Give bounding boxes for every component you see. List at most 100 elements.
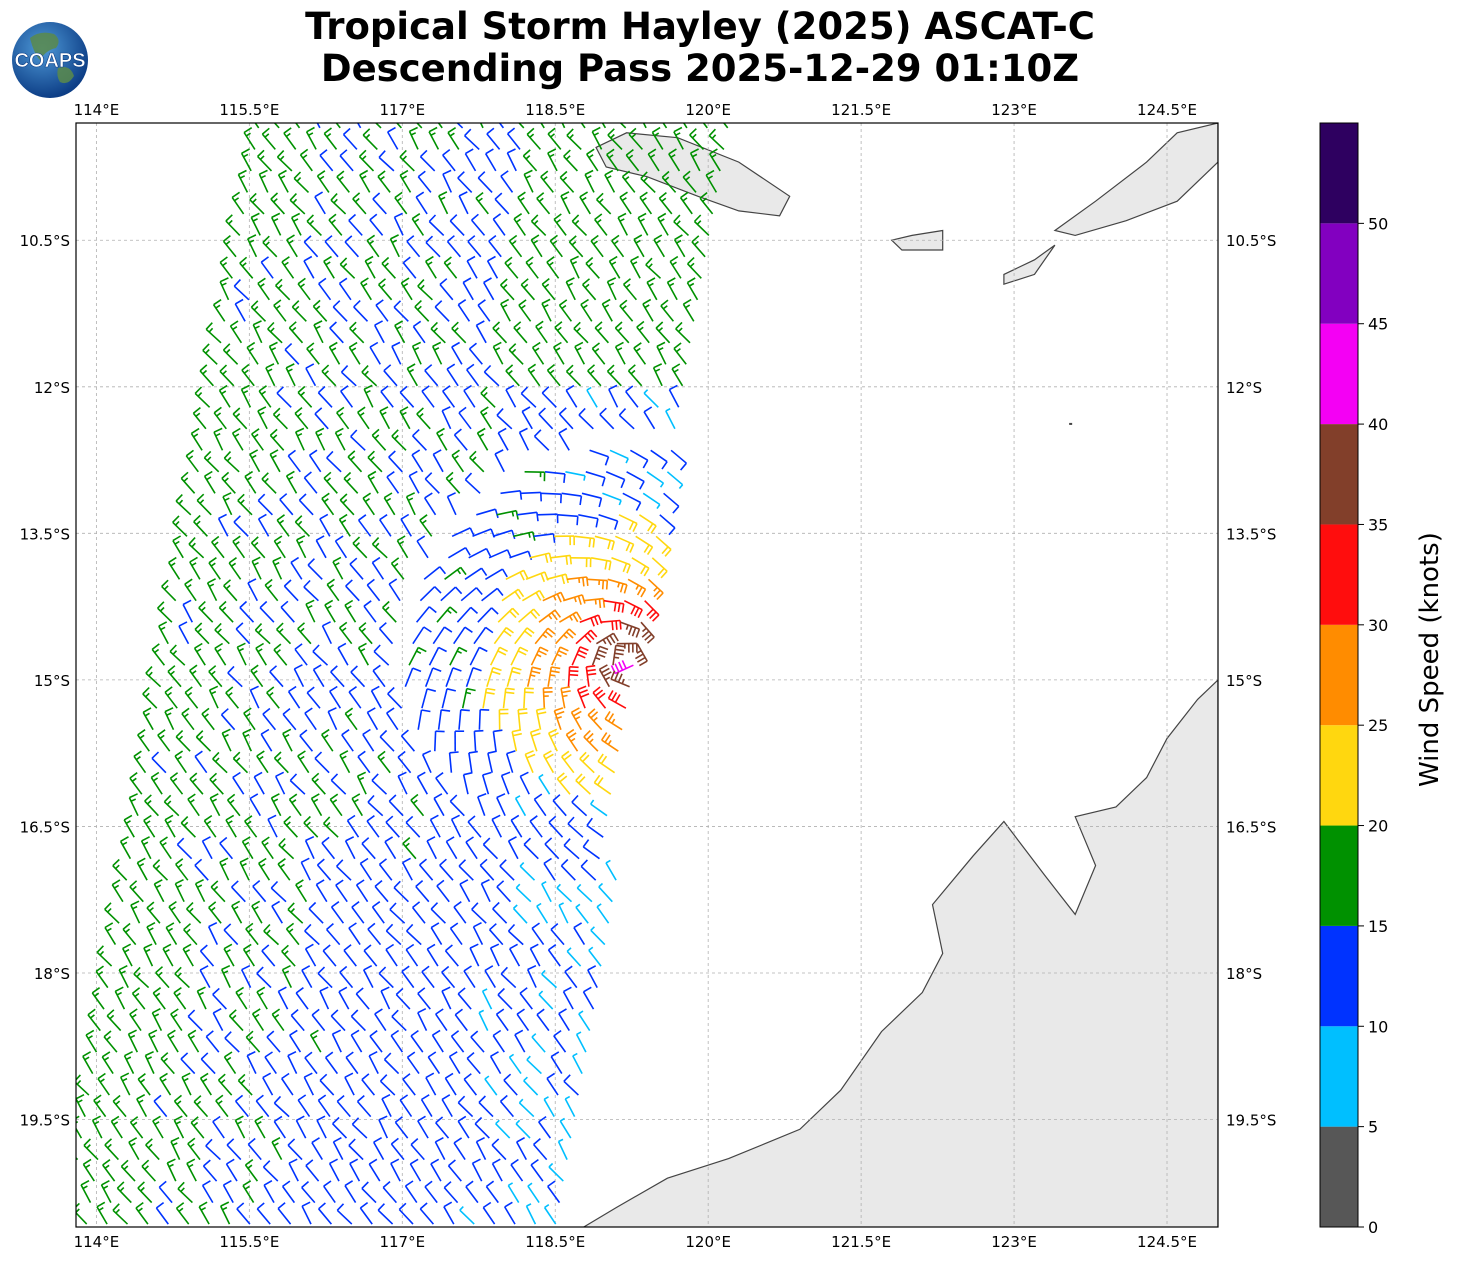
wind-barb bbox=[462, 771, 473, 795]
wind-barb bbox=[445, 471, 461, 494]
wind-barb bbox=[556, 883, 573, 903]
wind-barb bbox=[95, 965, 109, 989]
wind-barb bbox=[153, 1094, 168, 1118]
wind-barb bbox=[289, 193, 306, 215]
wind-barb bbox=[454, 1008, 468, 1032]
wind-barb bbox=[473, 626, 494, 645]
wind-barb bbox=[619, 191, 632, 215]
wind-barb bbox=[194, 386, 211, 408]
wind-barb bbox=[540, 170, 554, 193]
wind-barb bbox=[225, 814, 237, 838]
wind-barb bbox=[538, 990, 554, 1010]
wind-barb bbox=[673, 234, 686, 258]
wind-barb bbox=[236, 642, 247, 666]
wind-barb bbox=[468, 547, 492, 559]
wind-barb bbox=[397, 750, 412, 774]
wind-barb bbox=[480, 386, 496, 408]
wind-barb bbox=[188, 537, 205, 559]
wind-barb bbox=[306, 686, 321, 709]
wind-barb bbox=[343, 944, 357, 967]
wind-barb bbox=[476, 508, 499, 519]
wind-barb bbox=[420, 1094, 433, 1118]
wind-barb bbox=[524, 471, 546, 482]
wind-barb bbox=[349, 321, 365, 344]
wind-barb bbox=[538, 773, 551, 795]
wind-barb bbox=[673, 342, 687, 365]
wind-barb bbox=[411, 901, 426, 924]
wind-barb bbox=[273, 1115, 286, 1139]
wind-barb bbox=[346, 814, 360, 838]
colorbar-bin bbox=[1320, 323, 1358, 425]
wind-barb bbox=[673, 126, 684, 150]
wind-barb bbox=[303, 255, 315, 279]
wind-barb bbox=[496, 880, 511, 903]
wind-barb bbox=[106, 1009, 122, 1032]
wind-barb bbox=[140, 836, 152, 860]
wind-barb bbox=[129, 880, 144, 903]
wind-barb bbox=[497, 427, 509, 451]
wind-barb bbox=[599, 407, 615, 430]
wind-barb bbox=[165, 922, 178, 946]
wind-barb bbox=[357, 750, 371, 774]
wind-barb bbox=[530, 646, 549, 666]
wind-barb bbox=[223, 579, 238, 602]
colorbar-tick-label: 15 bbox=[1368, 917, 1388, 936]
wind-barb bbox=[614, 535, 635, 553]
wind-barb bbox=[316, 858, 332, 881]
wind-barb bbox=[461, 687, 476, 709]
wind-barb bbox=[350, 429, 366, 451]
wind-barb bbox=[462, 277, 474, 301]
wind-barb bbox=[202, 343, 218, 365]
wind-barb bbox=[569, 255, 580, 279]
wind-barb bbox=[554, 535, 575, 546]
wind-barb bbox=[460, 587, 483, 602]
wind-barb bbox=[394, 1116, 409, 1139]
wind-barb bbox=[416, 535, 429, 559]
wind-barb bbox=[312, 664, 325, 688]
wind-barb bbox=[451, 449, 465, 473]
wind-barb bbox=[378, 858, 393, 881]
wind-barb bbox=[576, 685, 590, 709]
wind-barb bbox=[328, 1158, 340, 1182]
wind-barb bbox=[366, 578, 381, 602]
wind-barb bbox=[424, 492, 437, 516]
wind-barb bbox=[583, 597, 606, 609]
wind-barb bbox=[342, 127, 358, 150]
wind-barb bbox=[193, 1095, 209, 1118]
wind-barb bbox=[385, 815, 400, 838]
wind-barb bbox=[234, 1115, 246, 1139]
wind-barb bbox=[252, 320, 263, 344]
wind-barb bbox=[267, 814, 278, 838]
wind-barb bbox=[361, 365, 378, 387]
wind-barb bbox=[510, 814, 523, 838]
wind-barb bbox=[514, 627, 535, 645]
wind-barb bbox=[374, 123, 382, 129]
wind-barb bbox=[250, 300, 267, 322]
wind-barb bbox=[182, 599, 194, 623]
wind-barb bbox=[668, 148, 681, 172]
wind-barb bbox=[557, 514, 579, 526]
wind-barb bbox=[393, 300, 409, 322]
wind-barb bbox=[417, 709, 431, 730]
wind-barb bbox=[533, 533, 556, 543]
wind-barb bbox=[472, 921, 484, 945]
wind-barb bbox=[547, 666, 561, 687]
wind-barb bbox=[541, 880, 552, 903]
wind-barb bbox=[146, 921, 157, 945]
lat-tick-label-right: 18°S bbox=[1226, 965, 1262, 983]
wind-barb bbox=[572, 1052, 583, 1074]
wind-barb bbox=[294, 123, 301, 129]
wind-barb bbox=[225, 1158, 238, 1182]
wind-barb bbox=[527, 1182, 540, 1204]
wind-barb bbox=[610, 670, 630, 688]
wind-barb bbox=[129, 772, 143, 795]
wind-barb bbox=[176, 837, 193, 860]
wind-barb bbox=[219, 1201, 231, 1225]
wind-barb bbox=[518, 123, 525, 129]
wind-barb bbox=[287, 902, 304, 924]
wind-barb bbox=[665, 407, 676, 430]
wind-barb bbox=[305, 363, 317, 387]
wind-barb bbox=[523, 687, 534, 709]
wind-barb bbox=[170, 1136, 181, 1160]
wind-barb bbox=[369, 1030, 383, 1053]
